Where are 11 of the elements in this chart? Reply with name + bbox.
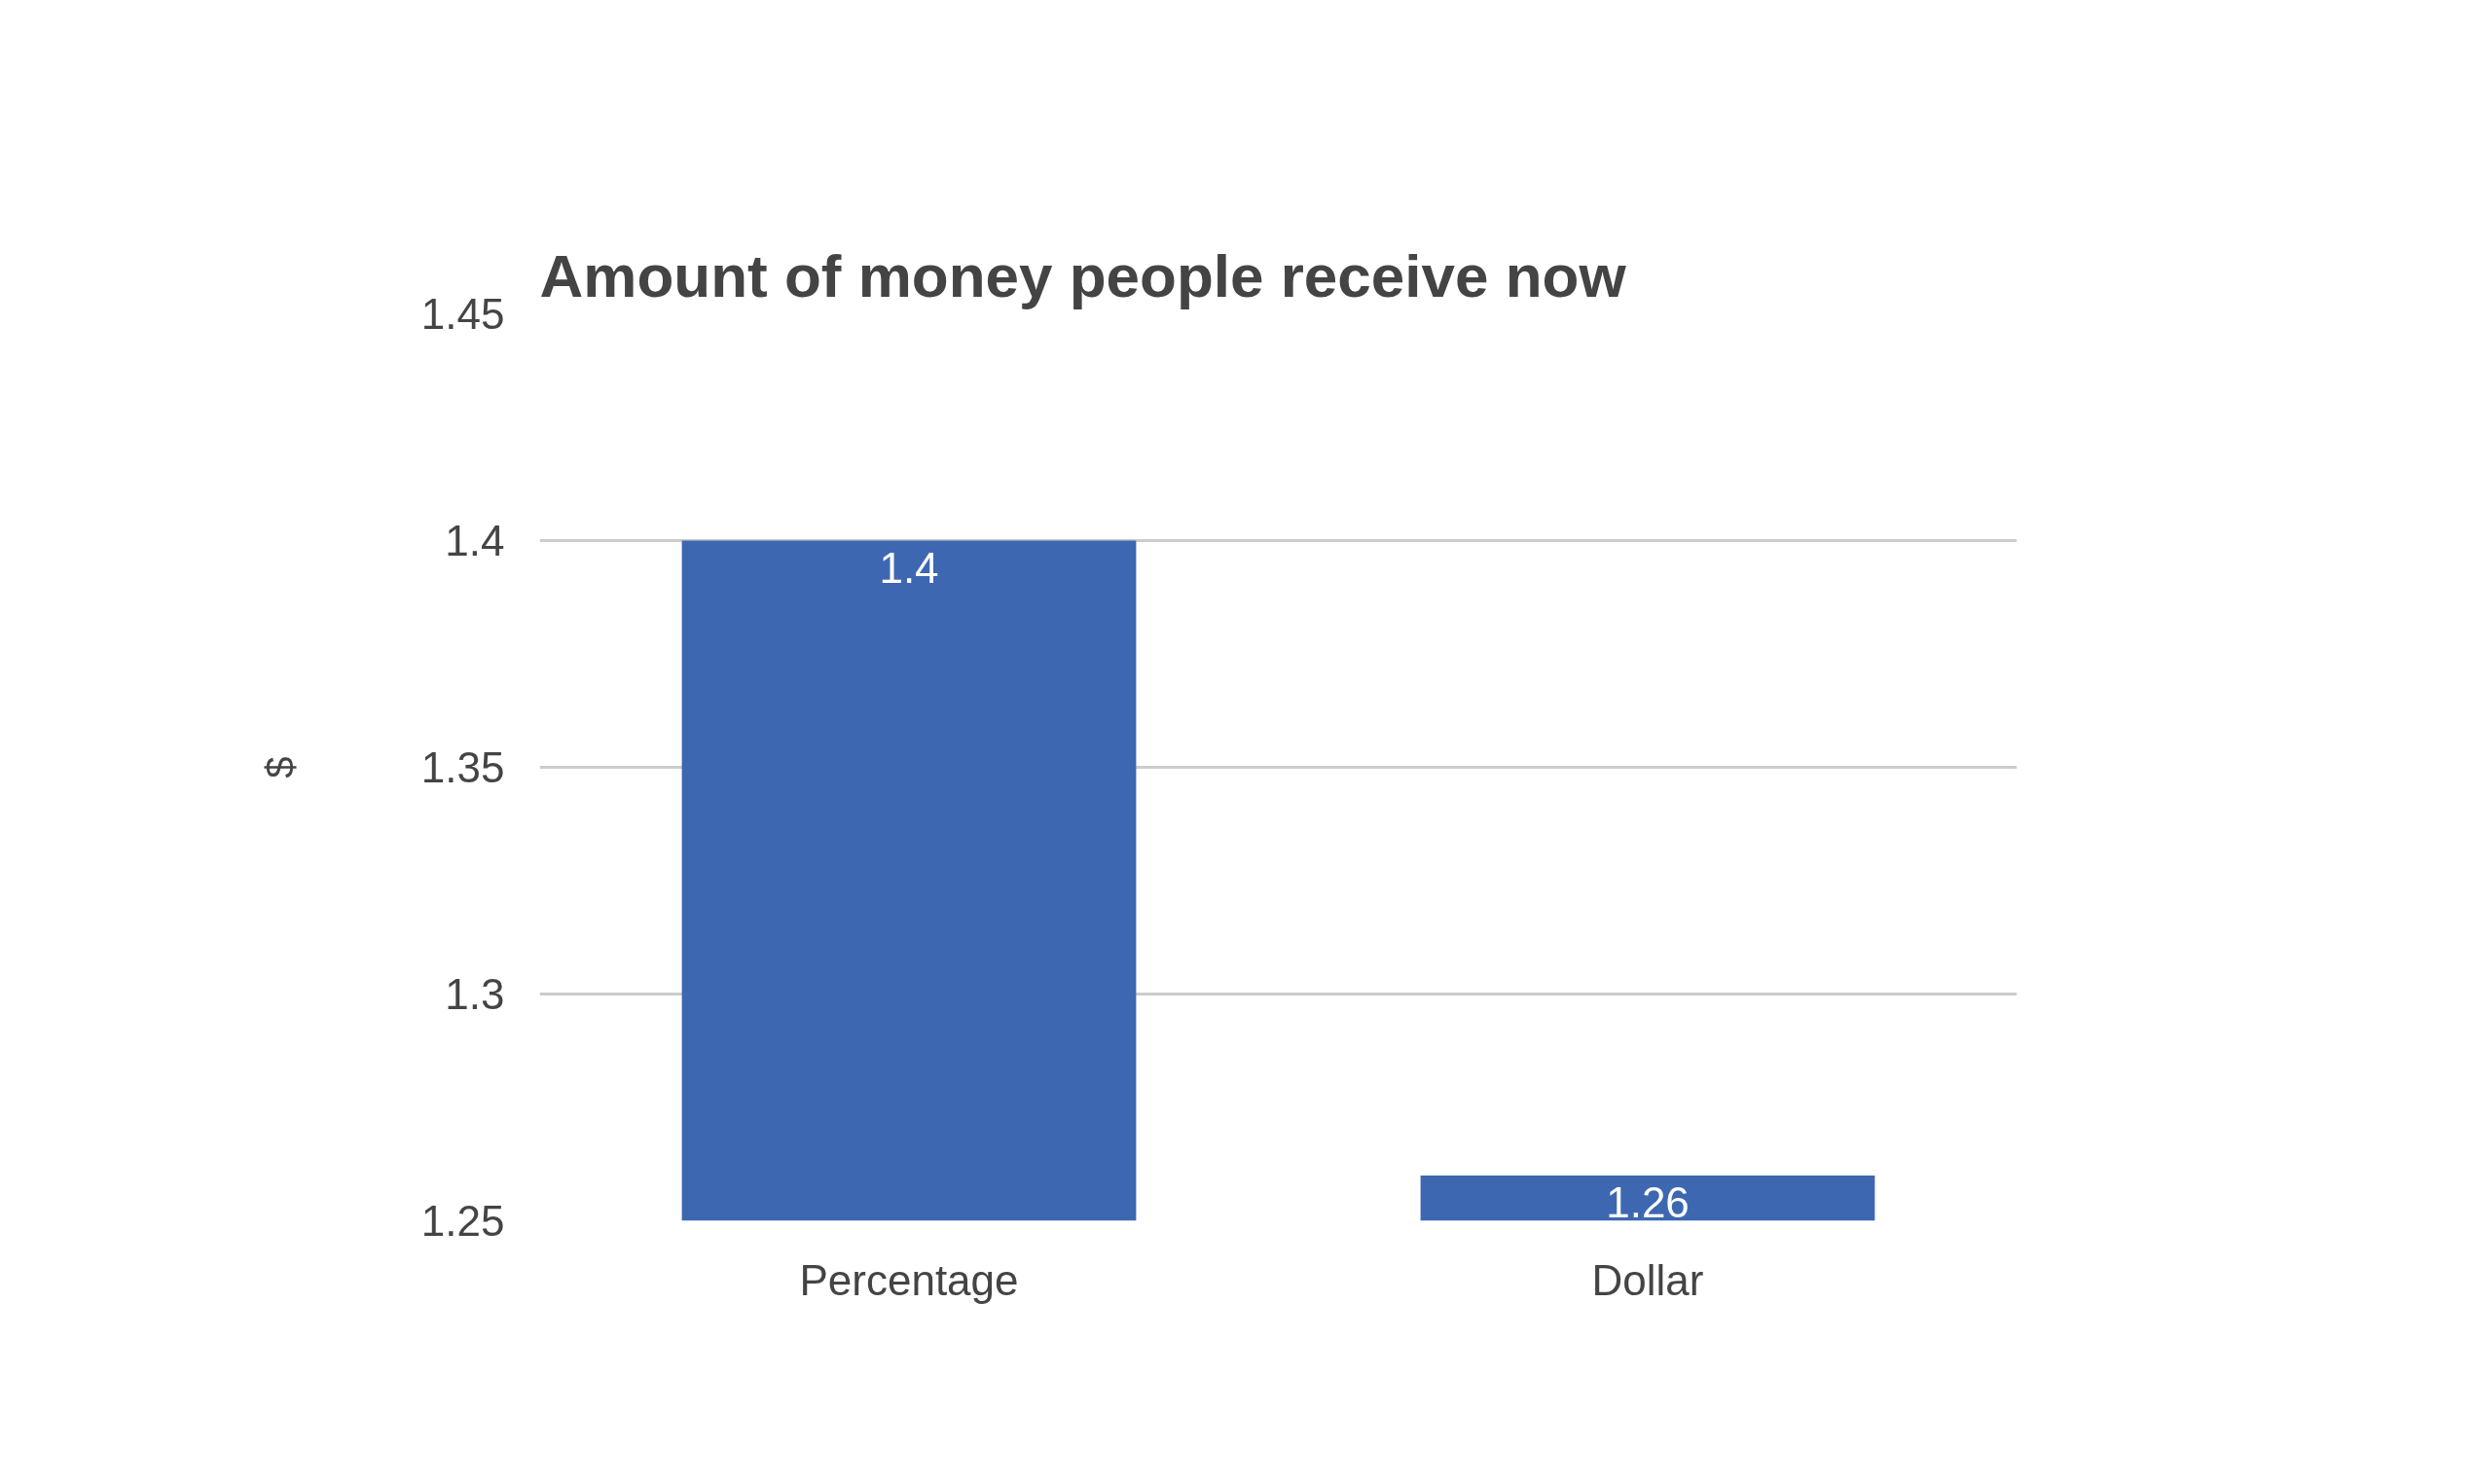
x-tick-label: Dollar [1591,1255,1704,1304]
chart-title: Amount of money people receive now [539,241,1627,309]
y-tick-label: 1.25 [420,1197,505,1245]
data-label: 1.4 [879,543,939,592]
x-tick-label: Percentage [799,1255,1019,1304]
data-label: 1.26 [1606,1177,1690,1226]
y-tick-label: 1.3 [445,970,505,1018]
y-axis-title: $ [258,756,302,778]
y-tick-label: 1.45 [420,290,505,338]
y-tick-label: 1.4 [445,517,505,564]
y-tick-label: 1.35 [420,743,505,791]
